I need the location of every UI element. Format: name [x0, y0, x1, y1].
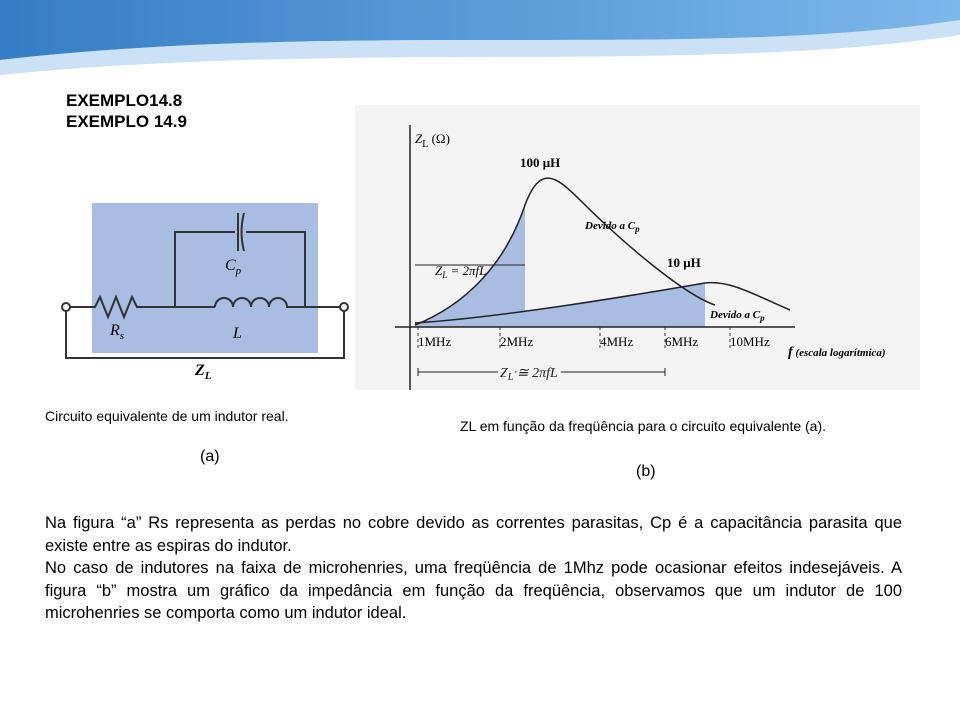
tick-label: 2MHz [500, 334, 533, 349]
caption: ZL em função da freqüência para o circui… [460, 418, 827, 434]
caption: Circuito equivalente de um indutor real. [45, 408, 289, 424]
figure-tag: (a) [200, 448, 220, 465]
curve-label: 10 μH [667, 255, 701, 270]
slide-title: EXEMPLO14.8 EXEMPLO 14.9 [66, 90, 187, 132]
paragraph: No caso de indutores na faixa de microhe… [45, 559, 902, 622]
tick-label: 10MHz [730, 334, 770, 349]
body-text: Na figura “a” Rs representa as perdas no… [45, 512, 902, 625]
formula: ZL = 2πfL [435, 263, 486, 280]
top-decoration [0, 0, 960, 75]
impedance-plot: ZL (Ω) 100 μH 10 μH Devido a Cp Devido a… [355, 105, 920, 390]
axis-label: f (escala logarítmica) [788, 345, 886, 360]
tick-label: 1MHz [418, 334, 451, 349]
formula: ZL ≅ 2πfL [500, 366, 558, 383]
annotation: Devido a Cp [584, 220, 640, 234]
paragraph: Na figura “a” Rs representa as perdas no… [45, 514, 902, 555]
circuit: Cp Rs L ZL [61, 203, 349, 382]
title-line: EXEMPLO 14.9 [66, 112, 187, 131]
label: L [232, 325, 242, 342]
figure-tag: (b) [636, 463, 656, 480]
axis-label: ZL (Ω) [415, 131, 450, 150]
label: ZL [194, 362, 212, 382]
curve-label: 100 μH [520, 155, 560, 170]
tick-label: 4MHz [600, 334, 633, 349]
label: Rs [109, 322, 124, 342]
tick-label: 6MHz [665, 334, 698, 349]
label: Cp [225, 257, 242, 277]
annotation: Devido a Cp [709, 309, 765, 323]
title-line: EXEMPLO14.8 [66, 91, 183, 110]
